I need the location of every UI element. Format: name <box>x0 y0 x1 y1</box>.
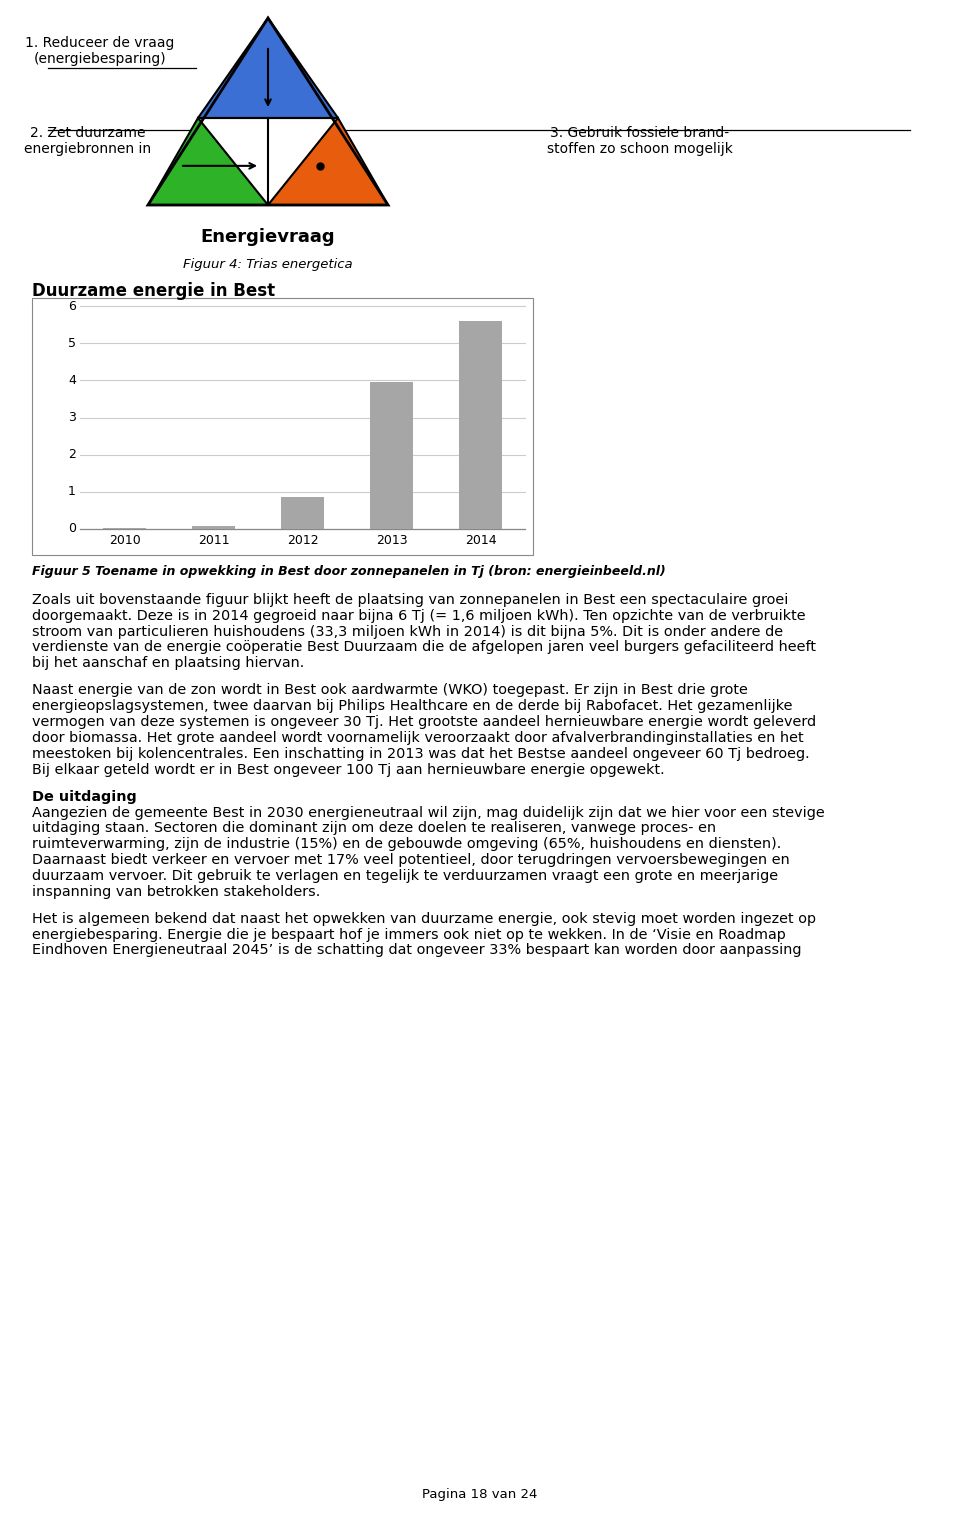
Text: energieopslagsystemen, twee daarvan bij Philips Healthcare en de derde bij Rabof: energieopslagsystemen, twee daarvan bij … <box>32 699 793 713</box>
Text: 0: 0 <box>68 522 76 536</box>
Text: Daarnaast biedt verkeer en vervoer met 17% veel potentieel, door terugdringen ve: Daarnaast biedt verkeer en vervoer met 1… <box>32 853 790 867</box>
Text: duurzaam vervoer. Dit gebruik te verlagen en tegelijk te verduurzamen vraagt een: duurzaam vervoer. Dit gebruik te verlage… <box>32 868 779 882</box>
Text: 2010: 2010 <box>108 534 140 548</box>
Bar <box>192 525 235 530</box>
Bar <box>459 321 502 530</box>
Text: 2: 2 <box>68 448 76 461</box>
Text: 2. Zet duurzame
energiebronnen in: 2. Zet duurzame energiebronnen in <box>24 126 152 156</box>
Text: Figuur 5 Toename in opwekking in Best door zonnepanelen in Tj (bron: energieinbe: Figuur 5 Toename in opwekking in Best do… <box>32 564 665 578</box>
Bar <box>32 298 533 555</box>
Text: 1: 1 <box>68 486 76 498</box>
Text: doorgemaakt. Deze is in 2014 gegroeid naar bijna 6 Tj (= 1,6 miljoen kWh). Ten o: doorgemaakt. Deze is in 2014 gegroeid na… <box>32 608 805 623</box>
Text: Pagina 18 van 24: Pagina 18 van 24 <box>422 1487 538 1501</box>
Text: Aangezien de gemeente Best in 2030 energieneutraal wil zijn, mag duidelijk zijn : Aangezien de gemeente Best in 2030 energ… <box>32 805 825 820</box>
Bar <box>371 383 413 530</box>
Text: door biomassa. Het grote aandeel wordt voornamelijk veroorzaakt door afvalverbra: door biomassa. Het grote aandeel wordt v… <box>32 731 804 744</box>
Text: ruimteverwarming, zijn de industrie (15%) en de gebouwde omgeving (65%, huishoud: ruimteverwarming, zijn de industrie (15%… <box>32 837 781 852</box>
Text: uitdaging staan. Sectoren die dominant zijn om deze doelen te realiseren, vanweg: uitdaging staan. Sectoren die dominant z… <box>32 822 716 835</box>
Text: meestoken bij kolencentrales. Een inschatting in 2013 was dat het Bestse aandeel: meestoken bij kolencentrales. Een inscha… <box>32 747 809 761</box>
Text: De uitdaging: De uitdaging <box>32 790 136 803</box>
Text: Naast energie van de zon wordt in Best ook aardwarmte (WKO) toegepast. Er zijn i: Naast energie van de zon wordt in Best o… <box>32 684 748 697</box>
Text: 2014: 2014 <box>465 534 496 548</box>
Polygon shape <box>268 118 388 204</box>
Text: 3: 3 <box>68 412 76 424</box>
Text: Zoals uit bovenstaande figuur blijkt heeft de plaatsing van zonnepanelen in Best: Zoals uit bovenstaande figuur blijkt hee… <box>32 593 788 607</box>
Text: Energievraag: Energievraag <box>201 228 335 247</box>
Text: 3. Gebruik fossiele brand-
stoffen zo schoon mogelijk: 3. Gebruik fossiele brand- stoffen zo sc… <box>547 126 732 156</box>
Text: bij het aanschaf en plaatsing hiervan.: bij het aanschaf en plaatsing hiervan. <box>32 657 304 670</box>
Text: 2012: 2012 <box>287 534 319 548</box>
Text: 6: 6 <box>68 300 76 313</box>
Text: verdienste van de energie coöperatie Best Duurzaam die de afgelopen jaren veel b: verdienste van de energie coöperatie Bes… <box>32 640 816 655</box>
Polygon shape <box>148 118 268 204</box>
Text: 4: 4 <box>68 374 76 387</box>
Text: vermogen van deze systemen is ongeveer 30 Tj. Het grootste aandeel hernieuwbare : vermogen van deze systemen is ongeveer 3… <box>32 716 816 729</box>
Text: Het is algemeen bekend dat naast het opwekken van duurzame energie, ook stevig m: Het is algemeen bekend dat naast het opw… <box>32 912 816 926</box>
Text: Bij elkaar geteld wordt er in Best ongeveer 100 Tj aan hernieuwbare energie opge: Bij elkaar geteld wordt er in Best ongev… <box>32 763 664 776</box>
Text: Duurzame energie in Best: Duurzame energie in Best <box>32 281 276 300</box>
Text: energiebesparing. Energie die je bespaart hof je immers ook niet op te wekken. I: energiebesparing. Energie die je bespaar… <box>32 927 785 941</box>
Bar <box>281 496 324 530</box>
Text: stroom van particulieren huishoudens (33,3 miljoen kWh in 2014) is dit bijna 5%.: stroom van particulieren huishoudens (33… <box>32 625 783 638</box>
Text: 5: 5 <box>68 337 76 350</box>
Text: Figuur 4: Trias energetica: Figuur 4: Trias energetica <box>183 259 353 271</box>
Text: Eindhoven Energieneutraal 2045’ is de schatting dat ongeveer 33% bespaart kan wo: Eindhoven Energieneutraal 2045’ is de sc… <box>32 944 802 958</box>
Polygon shape <box>198 18 338 118</box>
Text: inspanning van betrokken stakeholders.: inspanning van betrokken stakeholders. <box>32 885 321 899</box>
Text: 1. Reduceer de vraag
(energiebesparing): 1. Reduceer de vraag (energiebesparing) <box>25 36 175 67</box>
Text: 2011: 2011 <box>198 534 229 548</box>
Text: 2013: 2013 <box>375 534 407 548</box>
